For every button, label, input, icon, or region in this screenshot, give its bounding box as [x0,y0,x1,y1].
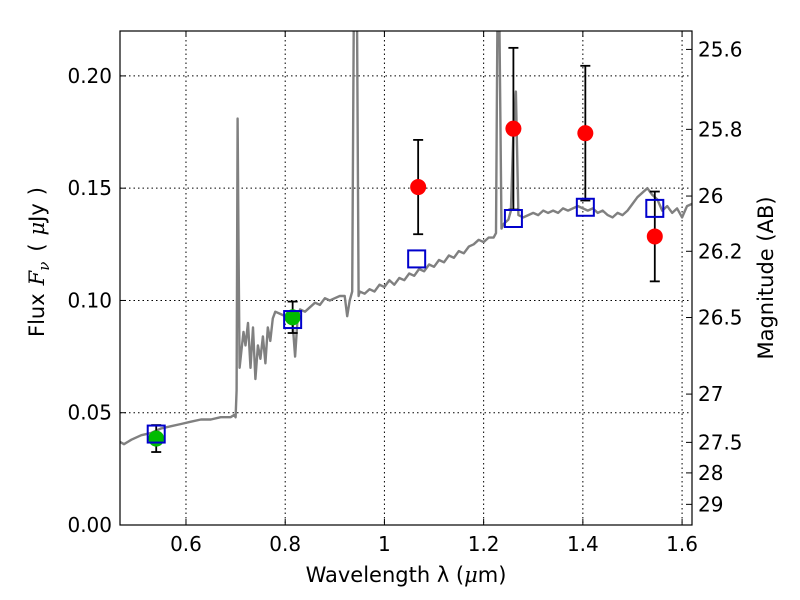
right-tick-label: 28 [698,461,723,485]
x-axis-label: Wavelength λ (μm) [306,563,507,587]
right-tick-label: 27 [698,382,723,406]
model-photometry-square [146,424,166,444]
y-tick-label: 0.05 [67,401,112,425]
optical-data-point [148,430,165,447]
y-tick-label: 0.20 [67,64,112,88]
y-tick-label: 0.10 [67,288,112,312]
x-tick-label: 1.4 [567,532,599,556]
x-axis-label-mu: μ [464,563,478,587]
model-photometry-square [645,198,665,218]
right-tick-label: 29 [698,492,723,516]
y-axis-label-f: F [25,269,49,286]
ticks: 0.6 0.8 1 1.2 1.4 1.6 0.00 0.05 0.10 0.15 0.20 25.6… [67,31,743,556]
nir-data-point [410,179,427,196]
x-axis-label-text: Wavelength λ ( [306,563,465,587]
right-tick-label: 26.2 [698,239,743,263]
optical-data-point [284,309,301,326]
y-axis-label-mu: μ [25,222,49,236]
y-axis-label-nu: ν [35,262,53,271]
x-tick-label: 1 [378,532,391,556]
model-photometry-square [575,197,595,217]
right-tick-label: 26.5 [698,306,743,330]
right-axis-label: Magnitude (AB) [754,196,778,359]
model-photometry-square [407,249,427,269]
model-photometry-square [283,310,303,330]
x-axis-label-unit: m) [478,563,507,587]
y-tick-label: 0.15 [67,176,112,200]
y-axis-label-close: ) [25,187,49,195]
y-axis-label-open: ( [25,243,49,251]
plot-frame [119,30,693,526]
marker-layer [146,120,665,447]
spectrum-layer [120,31,692,446]
y-axis-label-flux: Flux [25,293,49,337]
nir-data-point [577,125,594,142]
nir-data-point [505,120,522,137]
nir-data-point [646,228,663,245]
x-tick-label: 1.2 [468,532,500,556]
y-axis-label-unit: Jy [25,203,49,224]
x-tick-label: 0.6 [170,532,202,556]
right-tick-label: 25.6 [698,37,743,61]
x-tick-label: 0.8 [269,532,301,556]
x-tick-label: 1.6 [666,532,698,556]
y-tick-label: 0.00 [67,513,112,537]
right-tick-label: 27.5 [698,430,743,454]
right-tick-label: 25.8 [698,117,743,141]
right-tick-label: 26 [698,184,723,208]
model-photometry-square [503,208,523,228]
y-axis-label: Flux Fν ( μJy) [25,187,53,337]
model-spectrum-line [120,31,692,446]
